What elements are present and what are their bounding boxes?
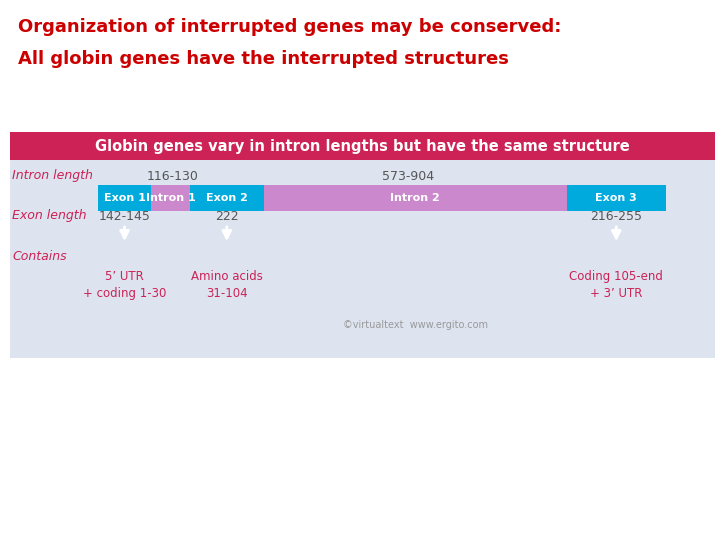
- Text: 116-130: 116-130: [146, 170, 198, 183]
- Text: Amino acids
31-104: Amino acids 31-104: [191, 270, 263, 300]
- Text: Intron 2: Intron 2: [390, 193, 440, 203]
- Text: Globin genes vary in intron lengths but have the same structure: Globin genes vary in intron lengths but …: [95, 138, 630, 153]
- Text: Intron 1: Intron 1: [145, 193, 195, 203]
- Bar: [264, 185, 567, 211]
- Text: ©virtualtext  www.ergito.com: ©virtualtext www.ergito.com: [343, 320, 488, 330]
- Text: 142-145: 142-145: [99, 210, 150, 222]
- Text: Exon 3: Exon 3: [595, 193, 637, 203]
- Bar: [10, 132, 715, 358]
- Bar: [190, 185, 264, 211]
- Bar: [567, 185, 666, 211]
- Text: 216-255: 216-255: [590, 210, 642, 222]
- Bar: [10, 132, 715, 160]
- Text: 5’ UTR
+ coding 1-30: 5’ UTR + coding 1-30: [83, 270, 166, 300]
- Text: Intron length: Intron length: [12, 170, 93, 183]
- Bar: [151, 185, 190, 211]
- Text: Organization of interrupted genes may be conserved:: Organization of interrupted genes may be…: [18, 18, 562, 36]
- Text: All globin genes have the interrupted structures: All globin genes have the interrupted st…: [18, 50, 509, 68]
- Text: Contains: Contains: [12, 251, 67, 264]
- Text: Coding 105-end
+ 3’ UTR: Coding 105-end + 3’ UTR: [570, 270, 663, 300]
- Text: Exon length: Exon length: [12, 210, 86, 222]
- Bar: [98, 185, 151, 211]
- Text: 573-904: 573-904: [382, 170, 434, 183]
- Text: Exon 1: Exon 1: [104, 193, 145, 203]
- Text: Exon 2: Exon 2: [206, 193, 248, 203]
- Text: 222: 222: [215, 210, 238, 222]
